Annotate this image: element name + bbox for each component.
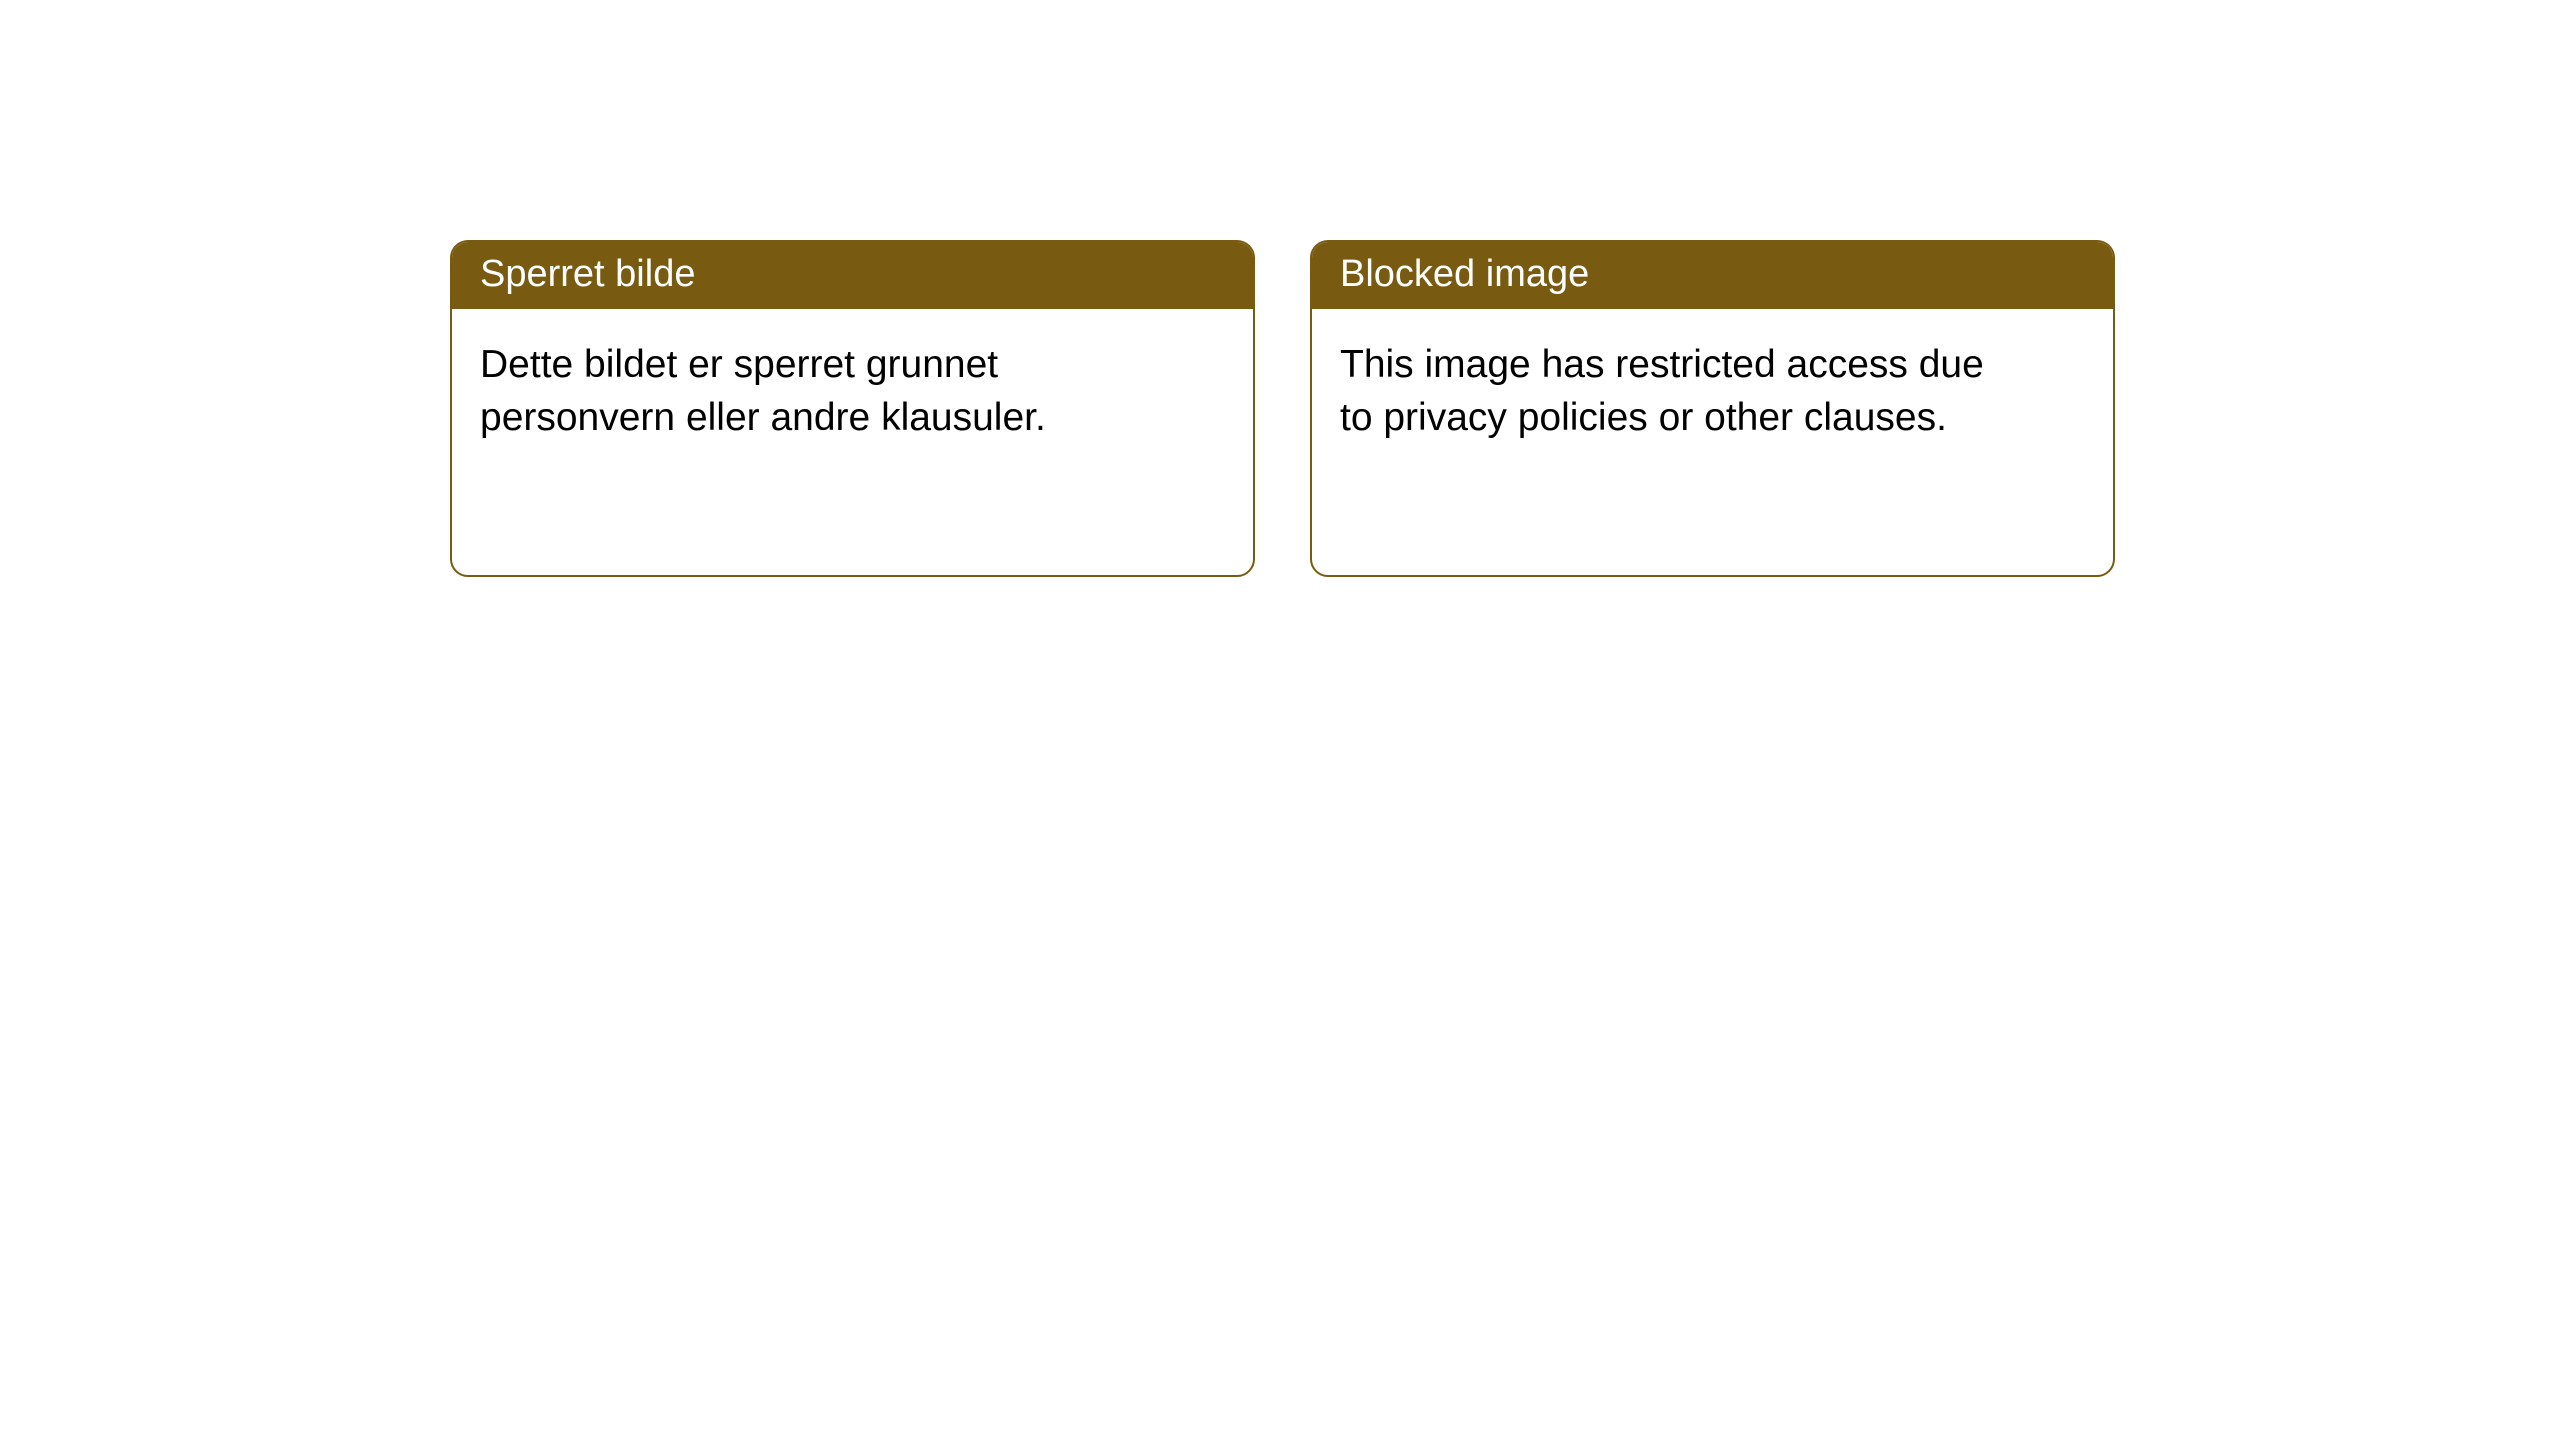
notice-container: Sperret bilde Dette bildet er sperret gr… xyxy=(0,0,2560,577)
card-title: Blocked image xyxy=(1312,242,2113,309)
card-body: Dette bildet er sperret grunnet personve… xyxy=(452,309,1152,474)
card-body: This image has restricted access due to … xyxy=(1312,309,2012,474)
card-title: Sperret bilde xyxy=(452,242,1253,309)
notice-card-norwegian: Sperret bilde Dette bildet er sperret gr… xyxy=(450,240,1255,577)
notice-card-english: Blocked image This image has restricted … xyxy=(1310,240,2115,577)
